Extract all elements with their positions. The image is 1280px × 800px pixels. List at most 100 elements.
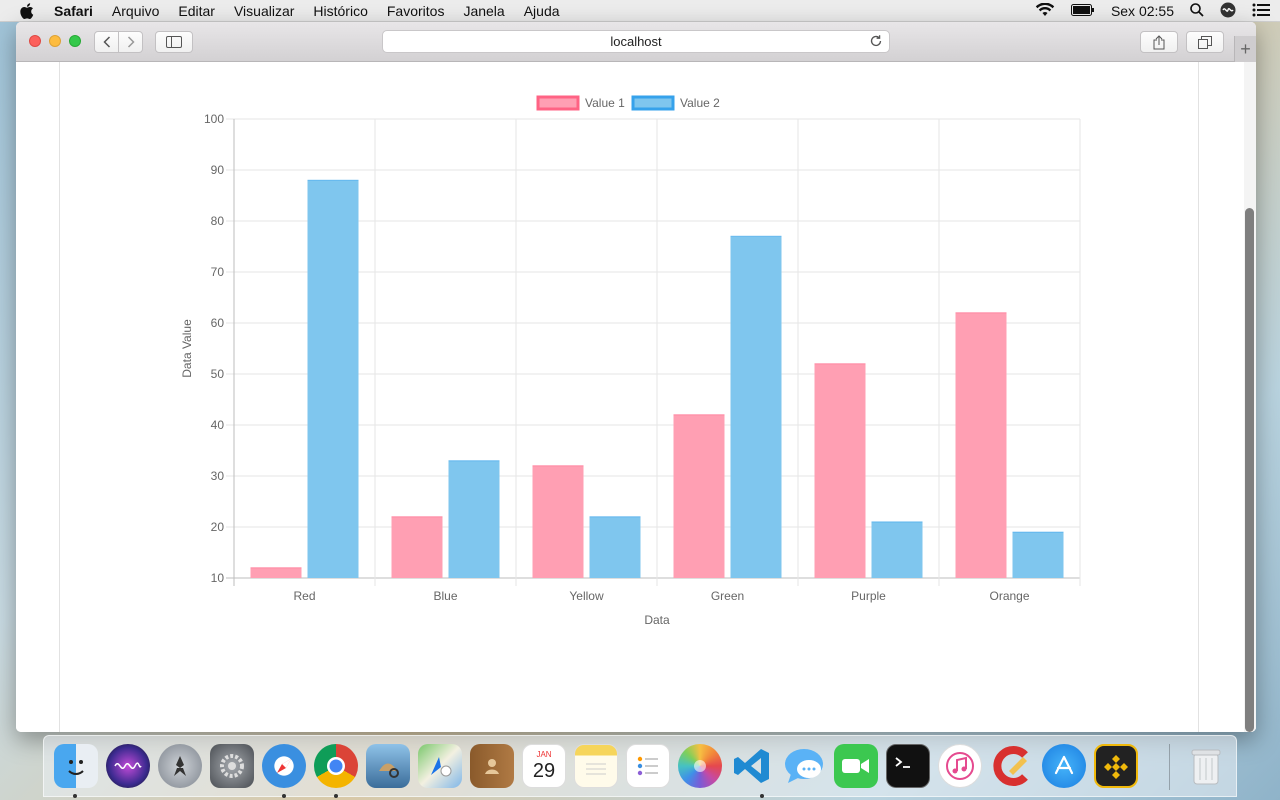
calendar-icon[interactable]: JAN 29 xyxy=(522,744,566,788)
system-preferences-icon[interactable] xyxy=(210,744,254,788)
sidebar-toggle-button[interactable] xyxy=(155,31,193,53)
new-tab-button[interactable]: + xyxy=(1234,36,1256,62)
terminal-icon[interactable] xyxy=(886,744,930,788)
legend-swatch xyxy=(631,95,675,111)
reminders-icon[interactable] xyxy=(626,744,670,788)
bar-value2 xyxy=(307,180,359,578)
siri-icon[interactable] xyxy=(106,744,150,788)
scrollbar-thumb[interactable] xyxy=(1245,208,1254,732)
running-indicator xyxy=(760,794,764,798)
sidebar-icon xyxy=(166,36,182,48)
y-tick-label: 20 xyxy=(211,520,225,534)
spotlight-search-icon[interactable] xyxy=(1190,2,1204,20)
ccleaner-icon[interactable] xyxy=(990,744,1034,788)
dock: JAN 29 xyxy=(43,735,1237,798)
menu-janela[interactable]: Janela xyxy=(463,2,505,19)
show-tabs-button[interactable] xyxy=(1186,31,1224,53)
reload-icon[interactable] xyxy=(869,34,883,48)
menu-visualizar[interactable]: Visualizar xyxy=(233,2,295,19)
menu-bar: Safari Arquivo Editar Visualizar Históri… xyxy=(0,0,1280,22)
chevron-left-icon xyxy=(102,36,110,48)
app-store-icon[interactable] xyxy=(1042,744,1086,788)
bar-value1 xyxy=(955,312,1007,578)
y-tick-label: 100 xyxy=(204,112,224,126)
apple-menu-icon[interactable] xyxy=(20,2,38,19)
menu-ajuda[interactable]: Ajuda xyxy=(523,2,560,19)
running-indicator xyxy=(73,794,77,798)
bar-value1 xyxy=(814,363,866,578)
itunes-icon[interactable] xyxy=(938,744,982,788)
finder-icon[interactable] xyxy=(54,744,98,788)
bar-value1 xyxy=(250,567,302,578)
close-window-button[interactable] xyxy=(29,35,41,47)
messages-icon[interactable] xyxy=(782,744,826,788)
photos-icon[interactable] xyxy=(678,744,722,788)
bar-value2 xyxy=(730,236,782,579)
chrome-icon[interactable] xyxy=(314,744,358,788)
vscode-icon[interactable] xyxy=(730,744,774,788)
legend-label: Value 2 xyxy=(680,96,720,110)
forward-button[interactable] xyxy=(118,31,143,53)
menu-arquivo[interactable]: Arquivo xyxy=(111,2,160,19)
menu-historico[interactable]: Histórico xyxy=(313,2,368,19)
chevron-right-icon xyxy=(127,36,135,48)
y-tick-label: 30 xyxy=(211,469,225,483)
bar-value2 xyxy=(1012,532,1064,578)
toolbar: localhost + xyxy=(16,22,1256,62)
y-tick-label: 40 xyxy=(211,418,225,432)
facetime-icon[interactable] xyxy=(834,744,878,788)
menubar-clock[interactable]: Sex 02:55 xyxy=(1110,3,1174,19)
calendar-month-label: JAN xyxy=(536,750,552,759)
y-tick-label: 50 xyxy=(211,367,225,381)
legend-label: Value 1 xyxy=(585,96,625,110)
binance-icon[interactable] xyxy=(1094,744,1138,788)
bar-value2 xyxy=(871,521,923,578)
bar-value1 xyxy=(532,465,584,578)
back-button[interactable] xyxy=(94,31,119,53)
calendar-day-label: 29 xyxy=(532,760,556,782)
menu-favoritos[interactable]: Favoritos xyxy=(386,2,445,19)
x-tick-label: Blue xyxy=(433,589,457,603)
x-tick-label: Purple xyxy=(851,589,886,603)
page-divider xyxy=(59,62,60,732)
y-tick-label: 70 xyxy=(211,265,225,279)
running-indicator xyxy=(282,794,286,798)
bar-value2 xyxy=(589,516,641,578)
share-icon xyxy=(1153,34,1165,49)
safari-icon[interactable] xyxy=(262,744,306,788)
wifi-icon[interactable] xyxy=(1035,2,1055,20)
launchpad-icon[interactable] xyxy=(158,744,202,788)
fullscreen-window-button[interactable] xyxy=(69,35,81,47)
x-tick-label: Orange xyxy=(989,589,1029,603)
running-indicator xyxy=(334,794,338,798)
y-tick-label: 60 xyxy=(211,316,225,330)
bar-value1 xyxy=(673,414,725,578)
bar-value2 xyxy=(448,460,500,578)
bar-chart: 10 20 30 40 50 60 70 80 90 100 Red Blue Yellow Green P… xyxy=(180,95,1081,627)
safari-window: localhost + 10 20 30 40 50 60 70 80 90 100 Red Blue… xyxy=(16,22,1256,732)
address-bar[interactable]: localhost xyxy=(382,30,890,53)
battery-icon[interactable] xyxy=(1070,3,1095,19)
notes-icon[interactable] xyxy=(574,744,618,788)
maps-icon[interactable] xyxy=(418,744,462,788)
x-tick-label: Red xyxy=(293,589,315,603)
web-content: 10 20 30 40 50 60 70 80 90 100 Red Blue Yellow Green P… xyxy=(16,62,1256,732)
notification-center-icon[interactable] xyxy=(1252,3,1270,20)
minimize-window-button[interactable] xyxy=(49,35,61,47)
y-tick-label: 10 xyxy=(211,571,225,585)
plus-icon: + xyxy=(1240,38,1251,59)
trash-icon[interactable] xyxy=(1184,744,1228,788)
preview-icon[interactable] xyxy=(366,744,410,788)
siri-menu-icon[interactable] xyxy=(1220,2,1236,21)
share-button[interactable] xyxy=(1140,31,1178,53)
y-axis-title: Data Value xyxy=(180,319,194,378)
menu-editar[interactable]: Editar xyxy=(178,2,215,19)
menu-app-safari[interactable]: Safari xyxy=(54,2,93,19)
legend-swatch xyxy=(536,95,580,111)
y-tick-label: 90 xyxy=(211,163,225,177)
tabs-overview-icon xyxy=(1198,35,1212,49)
url-text: localhost xyxy=(610,34,662,49)
contacts-icon[interactable] xyxy=(470,744,514,788)
page-divider xyxy=(1198,62,1199,732)
dock-separator xyxy=(1169,744,1170,790)
